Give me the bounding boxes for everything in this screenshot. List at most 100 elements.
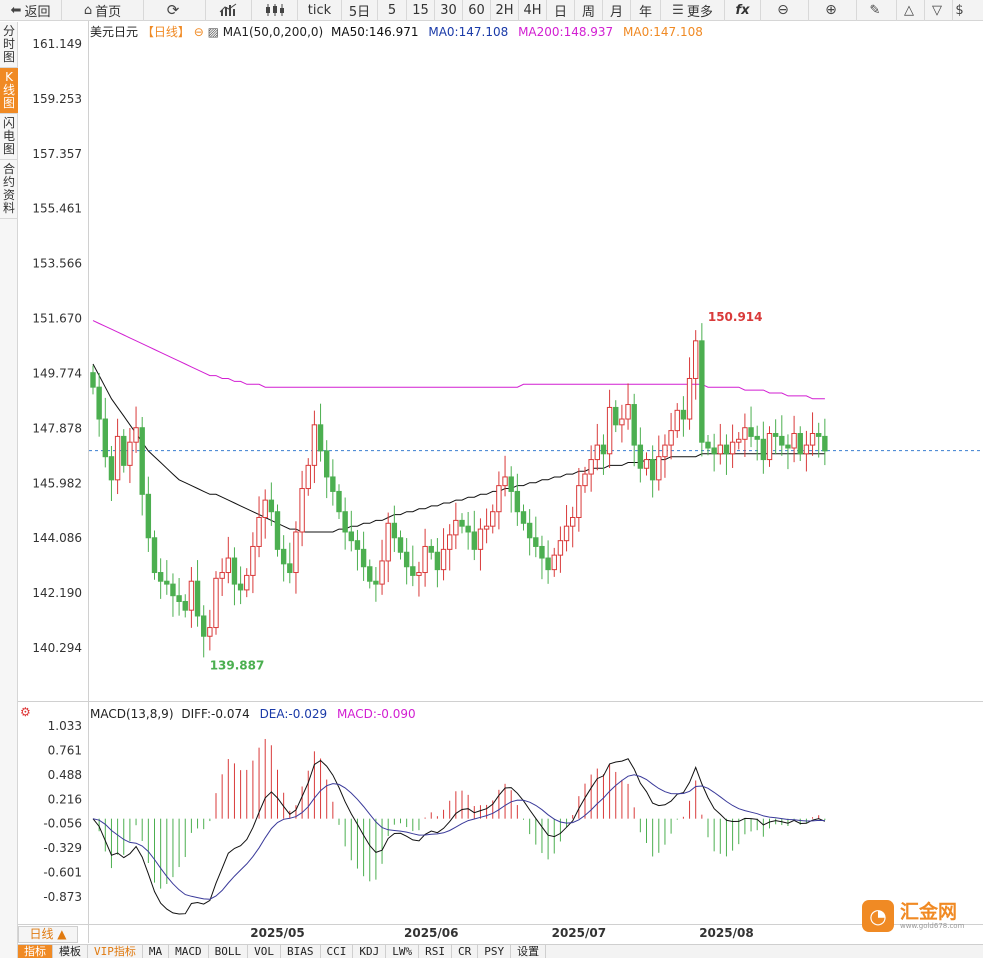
candle-body xyxy=(348,531,355,542)
price-chart[interactable]: 161.149 159.253 157.357 155.461 153.566 151.6… xyxy=(18,21,983,944)
tab-rsi[interactable]: RSI xyxy=(419,945,452,958)
period-4h[interactable]: 4H xyxy=(519,0,547,21)
formula-button[interactable]: fx xyxy=(725,0,761,21)
candle-body xyxy=(822,435,828,452)
candle-body xyxy=(182,600,188,611)
low-label: 139.887 xyxy=(210,658,265,672)
chart-type-button[interactable] xyxy=(206,0,252,21)
candle-body xyxy=(680,409,687,420)
candle-body xyxy=(533,537,539,547)
candle-body xyxy=(502,476,508,487)
period-30m[interactable]: 30 xyxy=(435,0,463,21)
tab-cr[interactable]: CR xyxy=(452,945,479,958)
period-60m[interactable]: 60 xyxy=(463,0,491,21)
candle-body xyxy=(570,516,576,527)
period-week[interactable]: 周 xyxy=(575,0,603,21)
tab-lwr[interactable]: LW% xyxy=(386,945,420,958)
currency-button[interactable]: $ xyxy=(953,0,969,21)
price-tick-label: 159.253 xyxy=(32,92,82,106)
tab-macd[interactable]: MACD xyxy=(169,945,209,958)
macd-diff: DIFF:-0.074 xyxy=(181,707,249,721)
zoom-out-button[interactable]: ⊖ xyxy=(761,0,809,21)
refresh-button[interactable]: ⟳ xyxy=(144,0,206,21)
candle-body xyxy=(207,627,213,637)
candle-body xyxy=(90,372,96,388)
indicator-tabs: 指标 模板 VIP指标 MA MACD BOLL VOL BIAS CCI KD… xyxy=(18,944,983,958)
more-button[interactable]: ☰ 更多 xyxy=(661,0,725,21)
tab-settings[interactable]: 设置 xyxy=(511,945,547,958)
candle-body xyxy=(637,444,644,469)
candle-body xyxy=(514,490,521,513)
tab-flash[interactable]: 闪电图 xyxy=(0,114,18,160)
candle-body xyxy=(416,572,422,576)
candle-body xyxy=(785,444,791,449)
macd-dea: DEA:-0.029 xyxy=(260,707,328,721)
tab-kline[interactable]: K线图 xyxy=(0,68,18,114)
tab-bias[interactable]: BIAS xyxy=(281,945,321,958)
tab-boll[interactable]: BOLL xyxy=(209,945,249,958)
candle-body xyxy=(391,522,398,539)
candle-body xyxy=(803,444,810,455)
candle-body xyxy=(625,404,631,420)
period-5m[interactable]: 5 xyxy=(378,0,407,21)
period-15m[interactable]: 15 xyxy=(407,0,435,21)
tab-template[interactable]: 模板 xyxy=(53,945,88,958)
candle-body xyxy=(379,560,385,585)
tab-psy[interactable]: PSY xyxy=(478,945,512,958)
candle-body xyxy=(526,522,533,539)
zoom-in-button[interactable]: ⊕ xyxy=(809,0,857,21)
candle-body xyxy=(133,427,139,443)
menu-icon: ☰ xyxy=(672,2,684,18)
candle-body xyxy=(674,409,680,432)
candle-body xyxy=(244,574,250,591)
candle-body xyxy=(816,433,822,437)
candle-body xyxy=(772,433,779,437)
period-selector[interactable]: 日线 ▲ xyxy=(18,926,78,943)
period-month[interactable]: 月 xyxy=(603,0,631,21)
draw-fib-button[interactable]: ▽ xyxy=(925,0,953,21)
period-tick[interactable]: tick xyxy=(298,0,342,21)
candle-body xyxy=(250,545,256,576)
period-day[interactable]: 日 xyxy=(547,0,575,21)
tab-vip-indicators[interactable]: VIP指标 xyxy=(88,945,143,958)
candle-body xyxy=(139,427,145,495)
legend-ma-setting: MA1(50,0,200,0) xyxy=(223,25,323,39)
candle-body xyxy=(102,418,108,458)
candle-body xyxy=(791,433,797,449)
tab-timeshare[interactable]: 分时图 xyxy=(0,22,18,68)
diff-line xyxy=(92,758,826,915)
candle-body xyxy=(766,433,773,461)
candle-body xyxy=(121,435,127,466)
tab-ma[interactable]: MA xyxy=(143,945,170,958)
candle-type-button[interactable] xyxy=(252,0,298,21)
price-tick-label: 142.190 xyxy=(32,586,82,600)
candle-body xyxy=(557,540,564,556)
macd-histogram xyxy=(98,738,826,889)
period-2h[interactable]: 2H xyxy=(491,0,519,21)
candle-body xyxy=(453,519,459,536)
candle-body xyxy=(686,377,693,420)
tab-indicators[interactable]: 指标 xyxy=(18,945,53,958)
back-button[interactable]: ⬅ 返回 xyxy=(0,0,62,21)
tab-kdj[interactable]: KDJ xyxy=(353,945,387,958)
candle-body xyxy=(176,595,182,602)
tab-contract-info[interactable]: 合约资料 xyxy=(0,160,18,219)
draw-line-button[interactable]: ✎ xyxy=(857,0,897,21)
price-tick-label: 144.086 xyxy=(32,531,82,545)
tab-vol[interactable]: VOL xyxy=(248,945,281,958)
candle-body xyxy=(410,566,416,576)
candle-body xyxy=(336,490,342,513)
tab-cci[interactable]: CCI xyxy=(321,945,354,958)
period-5d[interactable]: 5日 xyxy=(342,0,378,21)
home-button[interactable]: ⌂ 首页 xyxy=(62,0,144,21)
candle-body xyxy=(668,430,674,446)
candle-body xyxy=(268,499,275,513)
macd-settings-icon[interactable]: ⚙ xyxy=(20,705,31,719)
candle-body xyxy=(582,473,588,487)
price-tick-label: 147.878 xyxy=(32,421,82,435)
pencil-icon: ✎ xyxy=(869,2,881,18)
period-year[interactable]: 年 xyxy=(631,0,661,21)
candle-body xyxy=(760,438,767,461)
draw-triangle-button[interactable]: △ xyxy=(897,0,925,21)
macd-tick-label: 0.216 xyxy=(48,792,82,806)
